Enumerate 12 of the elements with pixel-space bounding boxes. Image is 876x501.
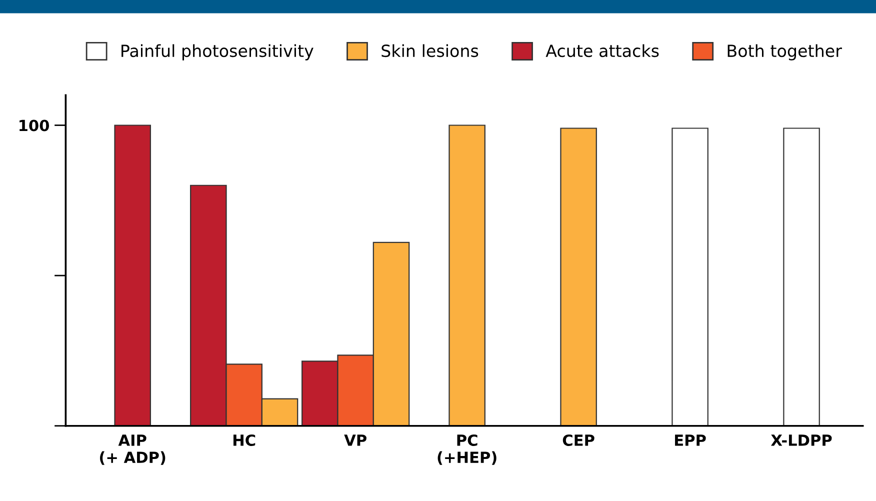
- x-tick-label: HC: [233, 434, 256, 446]
- x-tick-label: X-LDPP: [770, 434, 832, 446]
- x-tick-label: AIP (+ ADP): [100, 434, 166, 465]
- legend-label: Both together: [728, 44, 842, 60]
- x-tick-label: PC (+HEP): [438, 434, 496, 465]
- y-tick-label: 100: [20, 120, 49, 132]
- x-tick-label: EPP: [675, 434, 706, 446]
- legend-label: Acute attacks: [546, 44, 659, 58]
- x-tick-label: VP: [344, 434, 366, 446]
- legend-label: Skin lesions: [382, 44, 478, 58]
- x-tick-label: CEP: [562, 434, 594, 446]
- legend-label: Painful photosensitivity: [122, 44, 314, 60]
